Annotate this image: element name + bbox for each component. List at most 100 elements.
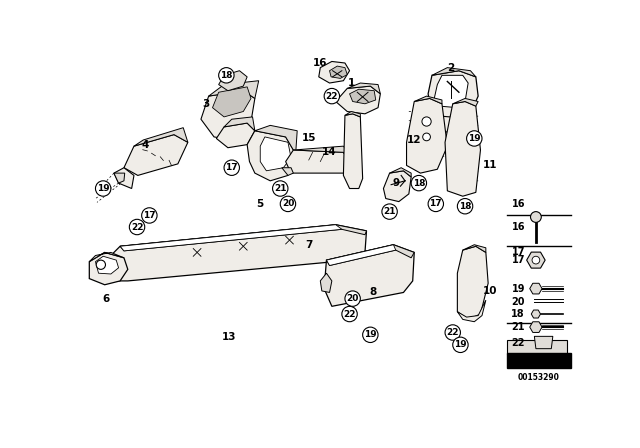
Polygon shape (124, 134, 188, 176)
Polygon shape (428, 71, 478, 119)
Polygon shape (219, 71, 247, 90)
Text: 9: 9 (392, 178, 399, 188)
Text: 18: 18 (459, 202, 471, 211)
Polygon shape (530, 283, 542, 294)
Circle shape (411, 176, 427, 191)
Text: 22: 22 (447, 328, 459, 337)
Text: 2: 2 (447, 63, 455, 73)
Polygon shape (90, 252, 124, 262)
Text: 17: 17 (511, 255, 525, 265)
Circle shape (532, 256, 540, 264)
Text: 12: 12 (407, 135, 422, 145)
Text: 22: 22 (326, 91, 338, 101)
Text: 21: 21 (274, 184, 287, 193)
Polygon shape (120, 225, 367, 251)
Text: 4: 4 (141, 140, 148, 150)
Text: 16: 16 (511, 199, 525, 209)
Text: 13: 13 (222, 332, 237, 342)
Text: 7: 7 (305, 240, 312, 250)
Circle shape (96, 260, 106, 269)
Polygon shape (216, 123, 255, 148)
Text: 21: 21 (383, 207, 396, 216)
Polygon shape (320, 273, 332, 293)
Text: 14: 14 (322, 147, 337, 157)
Text: 3: 3 (203, 99, 210, 109)
Circle shape (219, 68, 234, 83)
Polygon shape (326, 245, 414, 266)
Circle shape (531, 211, 541, 222)
Circle shape (452, 337, 468, 353)
Polygon shape (114, 173, 125, 183)
Polygon shape (414, 96, 442, 104)
Text: 22: 22 (343, 310, 356, 319)
Text: 17: 17 (225, 163, 238, 172)
Polygon shape (348, 83, 380, 94)
Circle shape (129, 220, 145, 235)
Text: 16: 16 (313, 58, 328, 68)
Polygon shape (435, 75, 468, 108)
Text: 21: 21 (511, 322, 525, 332)
Polygon shape (507, 340, 566, 354)
Text: 20: 20 (282, 199, 294, 208)
Polygon shape (452, 99, 478, 106)
Polygon shape (255, 125, 297, 154)
Polygon shape (285, 150, 349, 173)
Circle shape (224, 160, 239, 176)
Text: 17: 17 (429, 199, 442, 208)
Polygon shape (458, 246, 488, 319)
Circle shape (95, 181, 111, 196)
Polygon shape (224, 117, 255, 131)
Text: 22: 22 (511, 337, 525, 348)
Circle shape (342, 306, 357, 322)
Polygon shape (326, 245, 396, 266)
Polygon shape (534, 336, 553, 349)
Polygon shape (324, 245, 414, 306)
Circle shape (273, 181, 288, 196)
Circle shape (458, 198, 473, 214)
Text: 19: 19 (364, 330, 377, 339)
Text: 11: 11 (483, 160, 497, 170)
Text: 16: 16 (511, 222, 525, 232)
Text: 15: 15 (301, 134, 316, 143)
Polygon shape (209, 81, 259, 99)
Polygon shape (530, 322, 542, 332)
Circle shape (324, 88, 340, 104)
Polygon shape (432, 114, 470, 132)
Polygon shape (120, 225, 342, 251)
Text: 20: 20 (346, 294, 359, 303)
Text: 19: 19 (97, 184, 109, 193)
Circle shape (445, 325, 460, 340)
Text: 19: 19 (511, 284, 525, 293)
Circle shape (363, 327, 378, 343)
Polygon shape (212, 87, 251, 117)
Text: 18: 18 (220, 71, 232, 80)
Polygon shape (344, 114, 363, 189)
Polygon shape (330, 66, 348, 78)
Text: 17: 17 (511, 247, 525, 258)
Polygon shape (90, 252, 128, 285)
Circle shape (345, 291, 360, 306)
Polygon shape (282, 168, 293, 176)
Circle shape (422, 117, 431, 126)
Polygon shape (319, 61, 349, 83)
Text: 22: 22 (131, 223, 143, 232)
Circle shape (141, 208, 157, 223)
Text: 18: 18 (413, 179, 425, 188)
Text: 00153290: 00153290 (517, 373, 559, 382)
Circle shape (422, 133, 431, 141)
Polygon shape (463, 245, 486, 252)
Polygon shape (406, 99, 447, 173)
Polygon shape (95, 256, 118, 274)
Polygon shape (531, 310, 541, 318)
Circle shape (280, 196, 296, 211)
Text: 8: 8 (369, 288, 376, 297)
Polygon shape (390, 168, 411, 177)
Text: 17: 17 (143, 211, 156, 220)
Polygon shape (114, 168, 134, 189)
Text: 19: 19 (454, 340, 467, 349)
Polygon shape (507, 353, 570, 368)
Text: 20: 20 (511, 297, 525, 307)
Polygon shape (336, 86, 380, 114)
Polygon shape (247, 131, 296, 181)
Circle shape (467, 131, 482, 146)
